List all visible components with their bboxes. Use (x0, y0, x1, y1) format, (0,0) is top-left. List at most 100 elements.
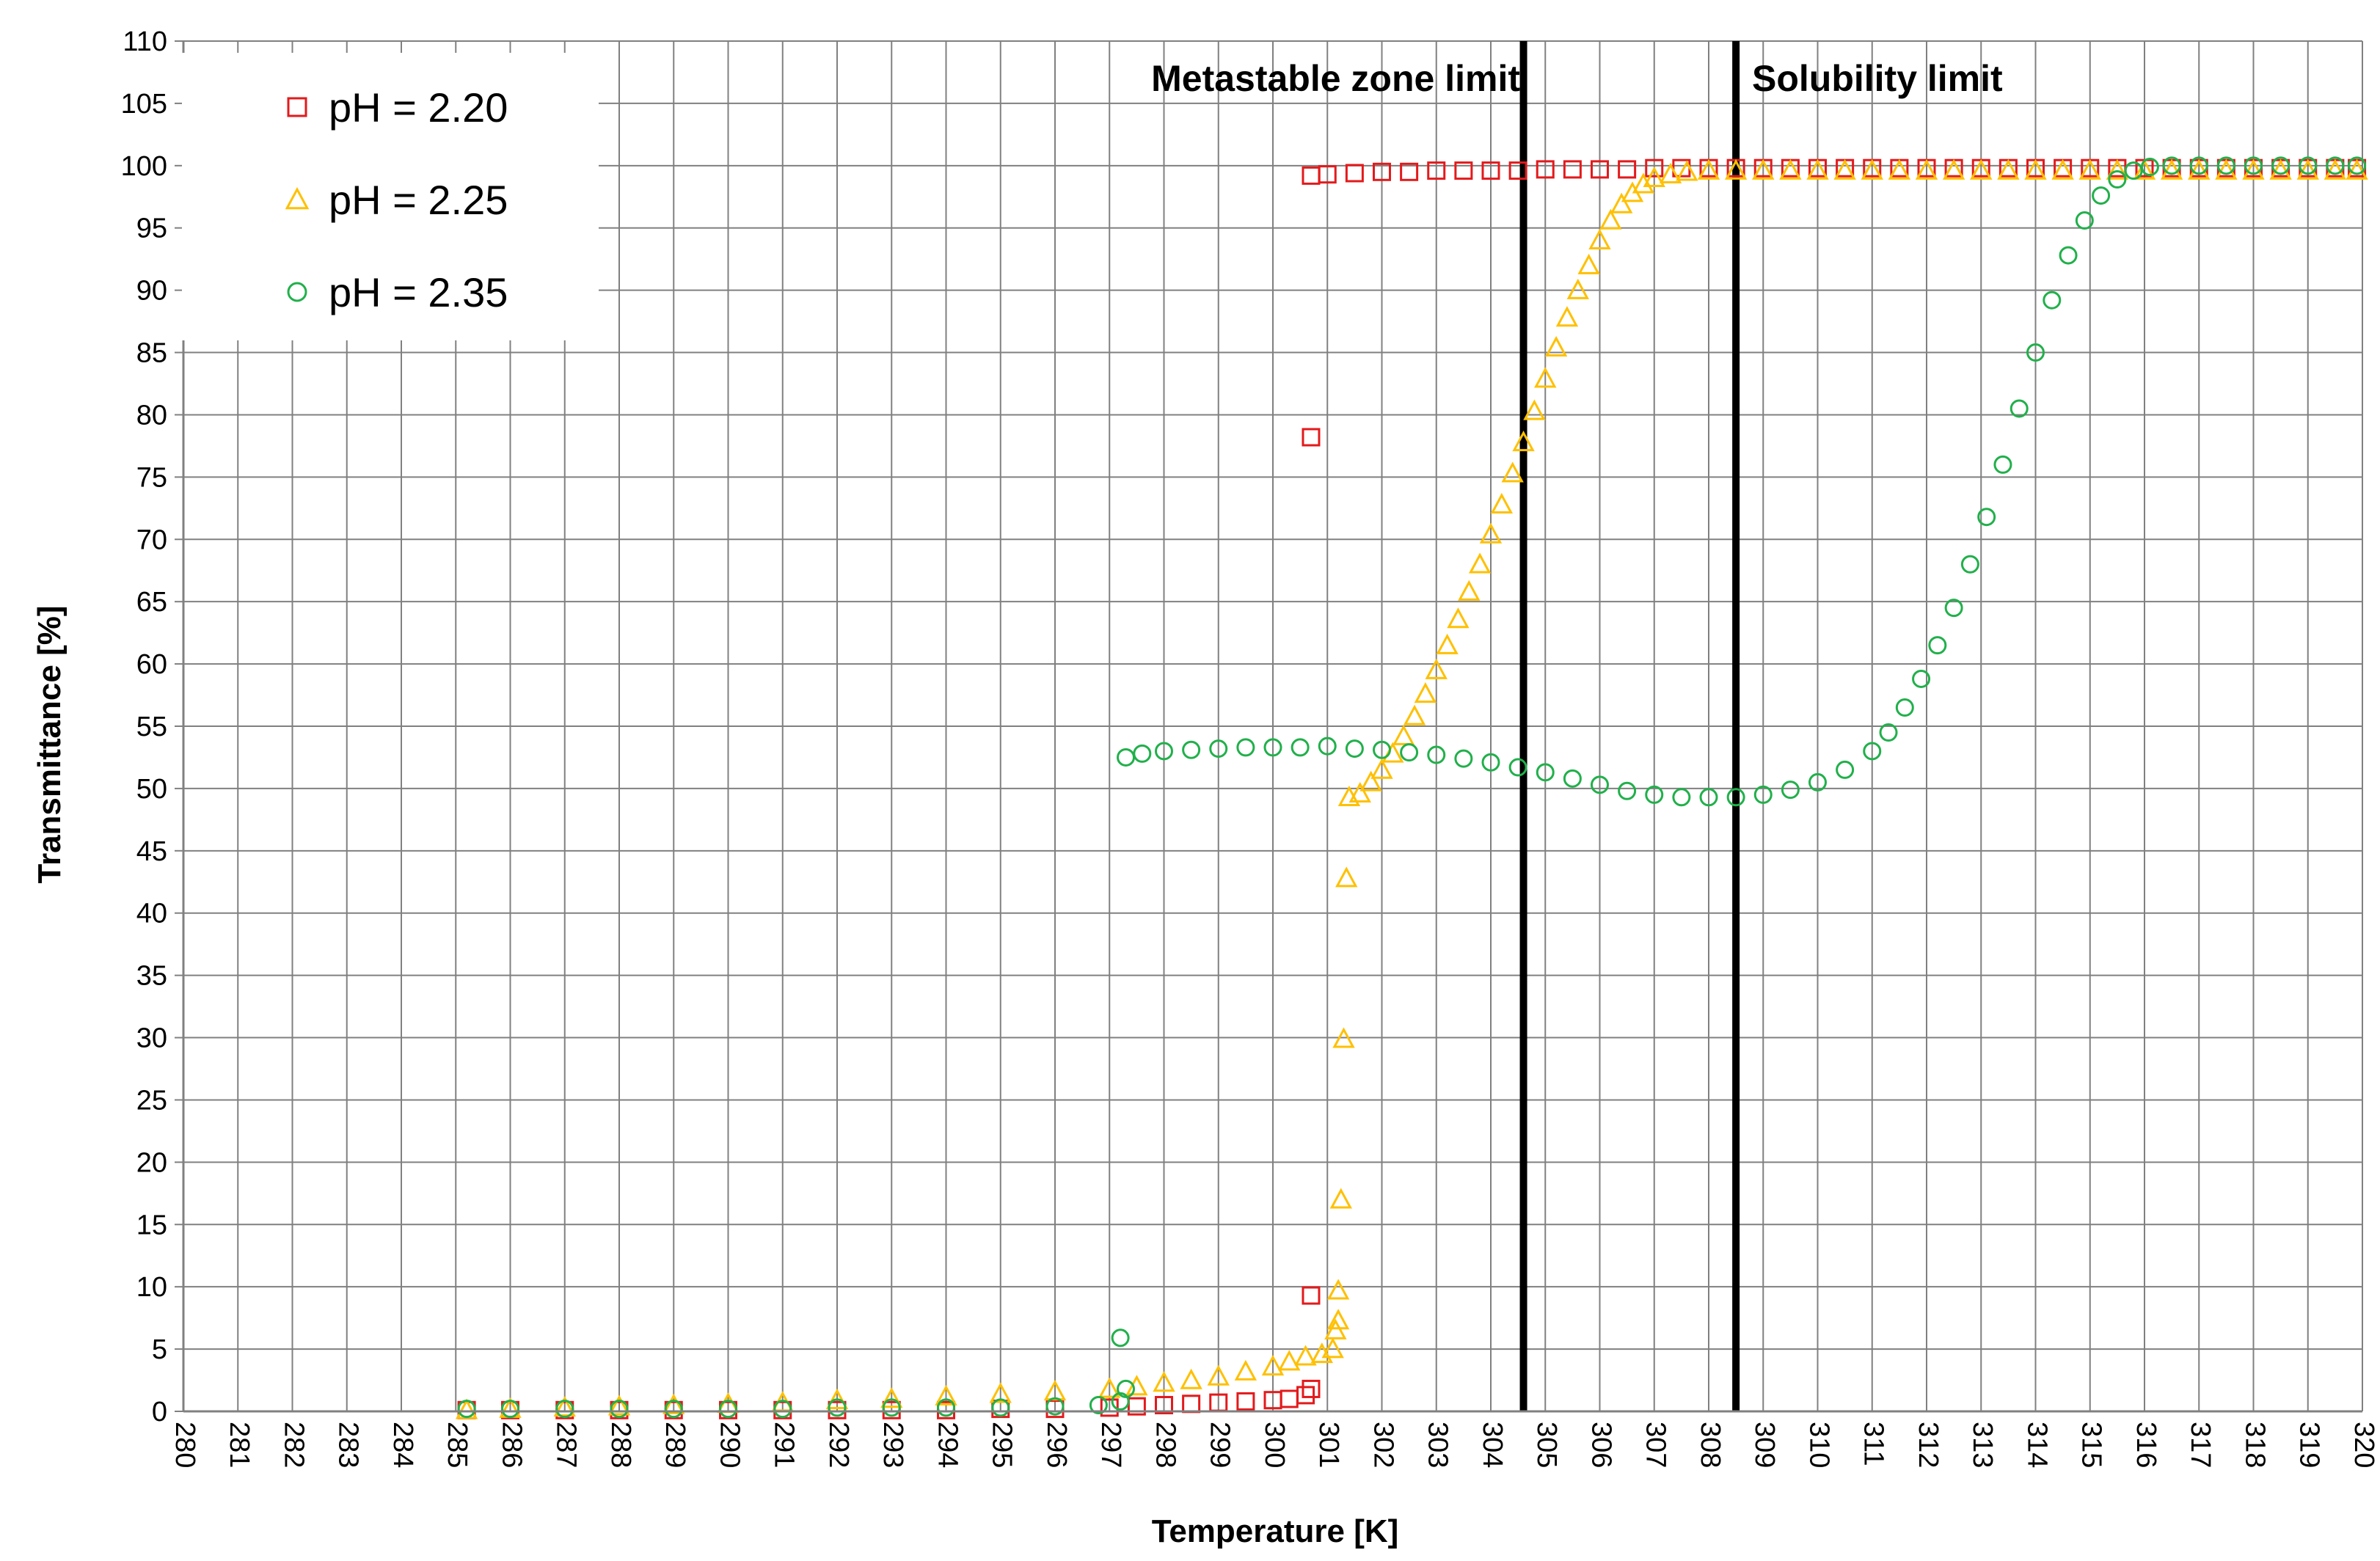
ph-2-25-point (989, 1382, 1012, 1403)
ph-2-35-point (501, 1400, 519, 1419)
ph-2-25-point (1329, 1188, 1352, 1209)
ph-2-35-point (1111, 1328, 1130, 1348)
ph-2-25-point (2188, 158, 2211, 180)
x-tick-label: 294 (932, 1422, 963, 1468)
ph-2-25-point (1599, 208, 1622, 230)
ph-2-35-point (937, 1398, 955, 1417)
x-tick-label: 313 (1967, 1422, 1998, 1468)
ph-2-25-point (1326, 1279, 1350, 1300)
y-tick-label: 95 (136, 213, 167, 244)
ph-2-20-point (1302, 1379, 1321, 1398)
ph-2-25-point (1332, 1027, 1355, 1048)
ph-2-25-point (1403, 704, 1426, 725)
x-tick-label: 299 (1205, 1422, 1235, 1468)
ph-2-35-point (2026, 343, 2045, 362)
limit-lines (1519, 41, 1740, 1411)
ph-2-25-point (1676, 160, 1698, 181)
ph-2-25-point (1425, 658, 1448, 679)
ph-2-35-point (1591, 775, 1609, 794)
ph-2-35-point (664, 1400, 683, 1419)
y-tick-label: 0 (152, 1397, 167, 1427)
ph-2-25-point (2133, 158, 2156, 180)
ph-2-25-point (2078, 158, 2101, 180)
y-tick-label: 25 (136, 1085, 167, 1116)
ph-2-20-point (1155, 1396, 1173, 1415)
x-tick-label: 298 (1150, 1422, 1180, 1468)
x-tick-label: 283 (333, 1422, 364, 1468)
ph-2-35-point (1944, 599, 1963, 618)
x-tick-label: 317 (2185, 1422, 2216, 1468)
legend-item-ph-2-20: pH = 2.20 (287, 84, 508, 131)
y-tick-label: 5 (152, 1334, 167, 1365)
ph-2-35-point (719, 1400, 737, 1419)
ph-2-25-point (1321, 1337, 1344, 1359)
ph-2-25-point (1942, 158, 1965, 180)
ph-2-25-point (1359, 770, 1382, 792)
ph-2-25-point (1555, 306, 1579, 327)
ph-2-25-point (1468, 552, 1492, 574)
x-tick-label: 287 (551, 1422, 582, 1468)
ph-2-20-point (1318, 165, 1337, 184)
ph-2-25-point (1588, 228, 1611, 249)
ph-2-20-point (1454, 161, 1473, 180)
ph-2-35-point (1400, 743, 1419, 762)
ph-2-35-point (1928, 636, 1947, 655)
ph-2-35-point (2075, 211, 2094, 230)
ph-2-35-point (2299, 156, 2318, 175)
ph-2-20-point (1127, 1397, 1146, 1416)
ph-2-25-point (1180, 1368, 1202, 1389)
ph-2-35-point (882, 1398, 901, 1417)
ph-2-35-point (1977, 508, 1996, 527)
x-tick-label: 289 (660, 1422, 690, 1468)
ph-2-25-point (1234, 1359, 1257, 1381)
ph-2-20-point (1296, 1386, 1315, 1405)
ph-2-25-point (1512, 431, 1535, 452)
ph-2-20-point (1591, 160, 1609, 179)
ph-2-20-point (1645, 158, 1664, 178)
y-tick-label: 70 (136, 524, 167, 555)
ph-2-25-point (1278, 1350, 1301, 1371)
ph-2-35-point (1117, 1379, 1136, 1398)
ph-2-25-point (2051, 158, 2074, 180)
ph-2-25-point (1436, 633, 1459, 654)
ph-2-25-point (880, 1387, 903, 1408)
x-tick-label: 285 (442, 1422, 472, 1468)
ph-2-20-point (1373, 162, 1391, 181)
ph-2-20-point (1536, 160, 1555, 179)
y-tick-label: 35 (136, 961, 167, 992)
x-tick-label: 311 (1858, 1422, 1889, 1466)
y-tick-label: 10 (136, 1272, 167, 1303)
ph-2-35-point (1209, 739, 1228, 758)
ph-2-25-point (1659, 162, 1682, 183)
solubility-limit-label: Solubility limit (1752, 58, 2003, 99)
ph-2-20-point (1400, 162, 1419, 181)
ph-2-25-point (935, 1384, 957, 1405)
y-tick-label: 45 (136, 836, 167, 867)
ph-2-35-point (1993, 455, 2012, 474)
ph-2-35-point (1481, 753, 1500, 772)
ph-2-35-point (2140, 158, 2159, 177)
ph-2-25-point (825, 1388, 849, 1409)
ph-2-25-point (1501, 461, 1524, 483)
metastable-zone-limit-label: Metastable zone limit (1151, 58, 1520, 99)
ph-2-25-point (1098, 1377, 1121, 1398)
ph-2-20-point (1508, 161, 1527, 180)
ph-2-35-point (1618, 781, 1637, 800)
ph-2-25-point (1348, 781, 1371, 803)
x-tick-label: 281 (224, 1422, 255, 1468)
ph-2-25-point (2106, 158, 2129, 180)
ph-2-35-point (1045, 1397, 1065, 1416)
ph-2-35-point (2043, 290, 2062, 310)
ph-2-25-point (2324, 158, 2347, 180)
x-tick-label: 305 (1531, 1422, 1562, 1468)
ph-2-35-point (1726, 788, 1745, 807)
ph-2-25-point (2346, 158, 2368, 180)
ph-2-20-point (1481, 161, 1500, 180)
ph-2-25-point (1324, 1318, 1347, 1339)
x-tick-label: 307 (1640, 1422, 1671, 1468)
ph-2-25-point (1207, 1364, 1230, 1386)
x-axis-title: Temperature [K] (1152, 1513, 1399, 1549)
ph-2-20-point (1563, 160, 1582, 179)
ph-2-35-point (1291, 738, 1310, 757)
ph-2-20-point (1345, 164, 1364, 183)
